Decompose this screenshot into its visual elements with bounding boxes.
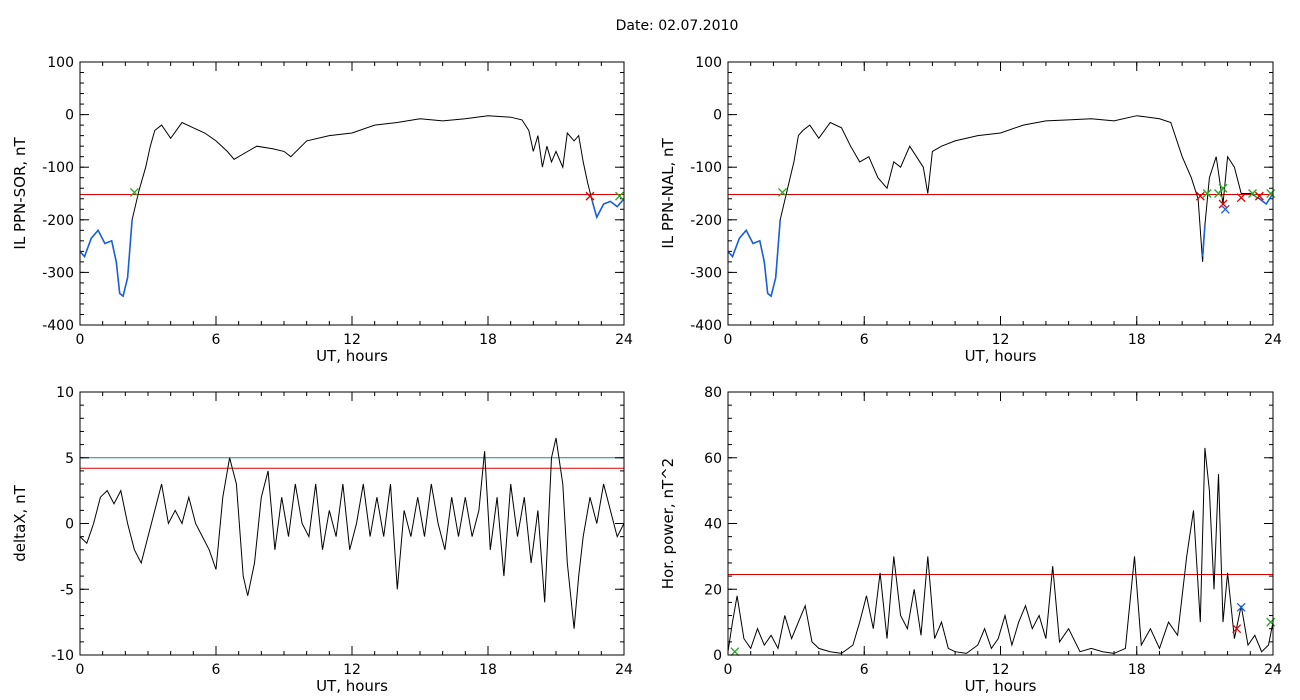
x-tick-label: 0 bbox=[76, 332, 85, 348]
y-tick-label: 40 bbox=[704, 517, 722, 533]
marker-stroke bbox=[129, 187, 139, 197]
y-tick-label: -300 bbox=[690, 265, 722, 281]
panel-bottom-right: 0 6 12 18 24 0 20 40 60 80 UT, hours Hor. power, nT… bbox=[659, 385, 1282, 695]
y-tick-label: -200 bbox=[690, 213, 722, 229]
y-tick-label: -10 bbox=[51, 648, 74, 664]
y-tick-label: 0 bbox=[713, 108, 722, 124]
marker-stroke bbox=[1195, 191, 1205, 201]
series-line bbox=[79, 437, 625, 629]
x-tick-label: 18 bbox=[1128, 662, 1146, 678]
y-tick-label: 80 bbox=[704, 385, 722, 401]
plot-frame bbox=[79, 61, 625, 326]
x-tick-label: 6 bbox=[860, 662, 869, 678]
x-tick-label: 12 bbox=[343, 662, 361, 678]
marker-stroke bbox=[615, 191, 624, 201]
y-tick-label: -400 bbox=[690, 318, 722, 334]
panel-top-left: 0 6 12 18 24 -400 -300 -200 -100 0 100 UT, hours IL … bbox=[11, 55, 633, 365]
marker-stroke bbox=[1218, 199, 1228, 209]
x-tick-label: 12 bbox=[343, 332, 361, 348]
x-tick-label: 12 bbox=[992, 662, 1010, 678]
x-tick-label: 24 bbox=[1264, 332, 1282, 348]
series-line bbox=[727, 219, 781, 298]
marker-x bbox=[1248, 189, 1258, 198]
marker-x bbox=[778, 187, 787, 197]
y-tick-label: 10 bbox=[56, 385, 74, 401]
x-tick-label: 6 bbox=[860, 332, 869, 348]
x-tick-label: 18 bbox=[479, 662, 497, 678]
marker-x bbox=[585, 191, 595, 201]
marker-stroke bbox=[1202, 189, 1212, 198]
marker-stroke bbox=[778, 187, 787, 197]
x-tick-label: 12 bbox=[992, 332, 1010, 348]
marker-x bbox=[615, 191, 624, 201]
page-title: Date: 02.07.2010 bbox=[615, 18, 739, 34]
marker-stroke bbox=[1232, 624, 1242, 634]
plot-frame bbox=[79, 391, 625, 656]
series-line bbox=[727, 115, 1274, 297]
x-tick-label: 0 bbox=[724, 662, 733, 678]
marker-x bbox=[1232, 624, 1242, 634]
y-tick-label: 0 bbox=[65, 108, 74, 124]
x-tick-label: 24 bbox=[615, 332, 633, 348]
series-line bbox=[79, 115, 625, 297]
series-line bbox=[727, 447, 1274, 654]
marker-stroke bbox=[1254, 191, 1264, 201]
marker-stroke bbox=[1218, 183, 1228, 193]
marker-x bbox=[1236, 193, 1246, 203]
series-line bbox=[1258, 193, 1274, 206]
y-axis-label: Hor. power, nT^2 bbox=[659, 458, 677, 589]
x-tick-label: 24 bbox=[615, 662, 633, 678]
marker-stroke bbox=[1236, 193, 1246, 203]
x-axis-label: UT, hours bbox=[316, 677, 388, 695]
y-tick-label: -100 bbox=[42, 160, 74, 176]
series-line bbox=[1201, 225, 1206, 257]
y-tick-label: 100 bbox=[47, 55, 74, 71]
marker-x bbox=[1254, 191, 1264, 201]
marker-x bbox=[1220, 204, 1230, 214]
marker-x bbox=[1266, 617, 1276, 627]
y-tick-label: 0 bbox=[65, 517, 74, 533]
marker-x bbox=[1218, 199, 1228, 209]
panel-bottom-left: 0 6 12 18 24 -10 -5 0 5 10 UT, hours deltaX, nT bbox=[11, 385, 633, 695]
y-tick-label: -400 bbox=[42, 318, 74, 334]
marker-x bbox=[1195, 191, 1205, 201]
y-tick-label: 0 bbox=[713, 648, 722, 664]
marker-x bbox=[129, 187, 139, 197]
y-tick-label: -5 bbox=[60, 582, 74, 598]
marker-x bbox=[1218, 183, 1228, 193]
y-tick-label: 5 bbox=[65, 451, 74, 467]
marker-stroke bbox=[1248, 189, 1258, 198]
series-line bbox=[591, 198, 625, 220]
y-axis-label: IL PPN-NAL, nT bbox=[659, 138, 677, 249]
x-tick-label: 6 bbox=[212, 332, 221, 348]
x-tick-label: 24 bbox=[1264, 662, 1282, 678]
y-tick-label: -200 bbox=[42, 213, 74, 229]
x-tick-label: 18 bbox=[1128, 332, 1146, 348]
x-tick-label: 18 bbox=[479, 332, 497, 348]
marker-x bbox=[730, 647, 740, 657]
marker-stroke bbox=[585, 191, 595, 201]
x-axis-label: UT, hours bbox=[965, 347, 1037, 365]
y-axis-label: IL PPN-SOR, nT bbox=[11, 137, 29, 250]
y-tick-label: 60 bbox=[704, 451, 722, 467]
marker-stroke bbox=[1220, 204, 1230, 214]
series-line bbox=[79, 219, 133, 298]
marker-x bbox=[1202, 189, 1212, 198]
x-tick-label: 0 bbox=[76, 662, 85, 678]
marker-stroke bbox=[730, 647, 740, 657]
x-axis-label: UT, hours bbox=[965, 677, 1037, 695]
plot-frame bbox=[727, 61, 1274, 326]
x-tick-label: 0 bbox=[724, 332, 733, 348]
panel-top-right: 0 6 12 18 24 -400 -300 -200 -100 0 100 UT, hours IL … bbox=[659, 55, 1282, 365]
y-axis-label: deltaX, nT bbox=[11, 484, 29, 561]
y-tick-label: -100 bbox=[690, 160, 722, 176]
x-axis-label: UT, hours bbox=[316, 347, 388, 365]
y-tick-label: -300 bbox=[42, 265, 74, 281]
x-tick-label: 6 bbox=[212, 662, 221, 678]
marker-x bbox=[1236, 602, 1246, 612]
marker-stroke bbox=[1236, 602, 1246, 612]
y-tick-label: 20 bbox=[704, 582, 722, 598]
y-tick-label: 100 bbox=[695, 55, 722, 71]
